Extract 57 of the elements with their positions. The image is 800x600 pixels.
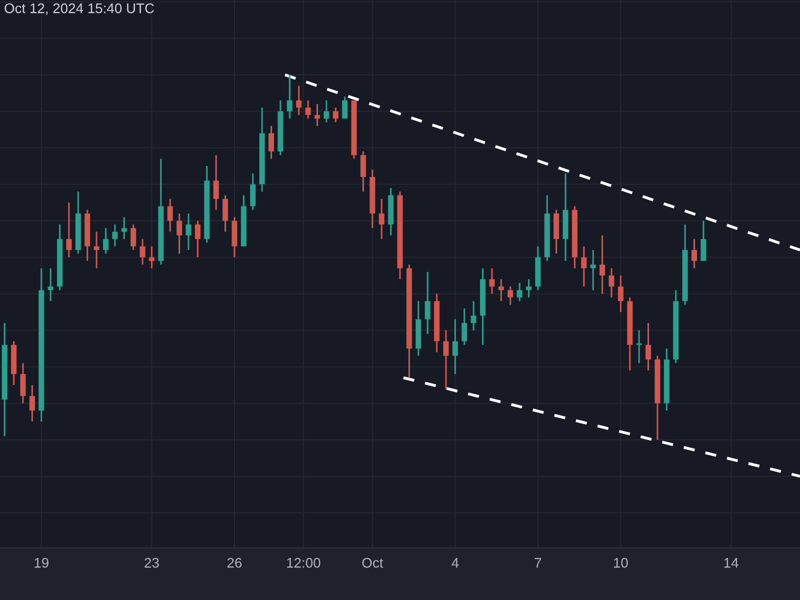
x-tick-label: 4 [452, 558, 459, 568]
candlestick [140, 238, 146, 266]
x-tick-label: 23 [144, 558, 159, 568]
candlestick [148, 246, 154, 270]
candlestick [296, 85, 302, 116]
candlestick [130, 224, 136, 251]
candlestick [167, 198, 173, 233]
candlestick [691, 238, 698, 270]
candlestick [470, 300, 476, 332]
candlestick [20, 362, 26, 404]
candlestick [508, 286, 514, 306]
candlestick [342, 96, 348, 120]
candlestick [452, 318, 458, 375]
candlestick [636, 330, 642, 364]
candlestick [462, 308, 468, 346]
candlestick [286, 74, 292, 120]
candlestick [194, 220, 200, 258]
candlestick [424, 271, 430, 335]
candlestick [378, 198, 384, 240]
x-tick-label: 10 [614, 558, 628, 568]
candlestick [213, 154, 219, 211]
candlestick [66, 202, 72, 258]
text: Oct 12, 2024 15:40 UTC [4, 3, 154, 15]
candlestick [250, 172, 256, 211]
candlestick [498, 278, 504, 302]
candlestick [176, 212, 182, 254]
candlestick [324, 100, 330, 124]
candlestick [314, 103, 320, 127]
candlestick [360, 150, 366, 192]
x-tick-label: Oct [362, 558, 384, 568]
x-tick-label: 19 [34, 558, 48, 568]
x-tick-label: 14 [724, 558, 738, 568]
candlestick [526, 278, 532, 298]
candlestick [443, 330, 449, 390]
candlestick [608, 267, 614, 298]
x-tick-label: 12:00 [287, 558, 320, 568]
candlestick [516, 282, 522, 302]
candlestick [222, 194, 228, 233]
candlestick [305, 100, 311, 120]
candlestick [102, 227, 109, 254]
candlestick [618, 274, 624, 313]
candlestick [600, 234, 606, 295]
candlestick [186, 212, 192, 251]
candlestick [29, 384, 35, 422]
candlestick [332, 106, 338, 124]
x-tick-label: 7 [534, 558, 542, 568]
candlestick [94, 230, 100, 270]
candlestick [121, 216, 127, 240]
candlestick [489, 267, 495, 295]
candlestick [581, 246, 587, 288]
candlestick [700, 220, 706, 262]
candlestick [112, 224, 118, 248]
candlestick [48, 267, 54, 302]
candlestick [590, 249, 596, 291]
x-tick-label: 26 [227, 558, 242, 568]
candlestick [646, 322, 652, 372]
candlestick [268, 125, 274, 160]
